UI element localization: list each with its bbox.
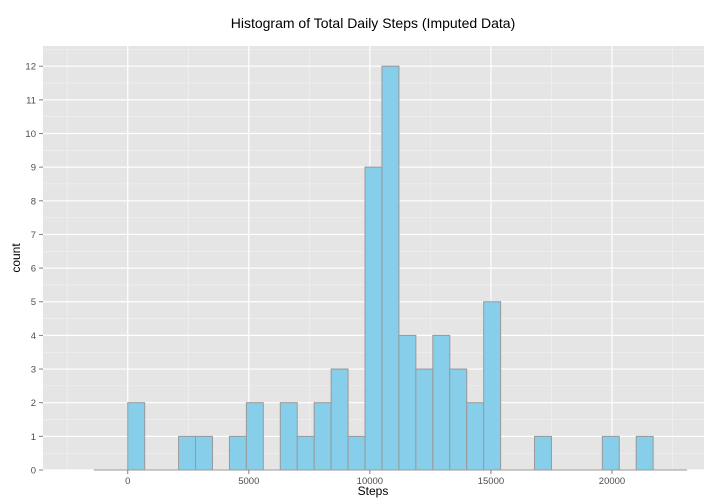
x-tick-label: 10000 <box>357 476 383 487</box>
y-tick-label: 9 <box>31 163 36 174</box>
histogram-bar <box>449 368 468 471</box>
x-tick-label: 0 <box>125 476 130 487</box>
histogram-bar <box>364 166 383 471</box>
y-tick-label: 0 <box>31 466 36 477</box>
y-tick-label: 10 <box>25 129 36 140</box>
y-tick-label: 8 <box>31 196 36 207</box>
histogram-bar <box>178 435 197 471</box>
y-tick-label: 5 <box>31 297 36 308</box>
histogram-bar <box>432 334 451 471</box>
histogram-bar <box>347 435 366 471</box>
y-tick-label: 1 <box>31 432 36 443</box>
histogram-bar <box>381 65 400 471</box>
histogram-bar <box>635 435 654 471</box>
chart-title: Histogram of Total Daily Steps (Imputed … <box>231 15 516 31</box>
histogram-bar <box>195 435 213 471</box>
y-tick-label: 4 <box>31 331 36 342</box>
histogram-bar <box>466 402 485 471</box>
histogram-bar <box>330 368 349 471</box>
histogram-bar <box>279 402 298 471</box>
y-tick-label: 7 <box>31 230 36 241</box>
x-tick-label: 20000 <box>599 476 625 487</box>
histogram-bar <box>534 435 552 471</box>
histogram-bar <box>127 402 146 471</box>
histogram-bar <box>245 402 264 471</box>
x-tick-label: 5000 <box>238 476 259 487</box>
x-tick-label: 15000 <box>478 476 504 487</box>
histogram-bar <box>483 301 502 471</box>
y-tick-label: 2 <box>31 398 36 409</box>
histogram-bar <box>601 435 620 471</box>
y-tick-label: 6 <box>31 264 36 275</box>
x-axis-title: Steps <box>358 484 389 498</box>
histogram-bar <box>313 402 332 471</box>
y-axis-title: count <box>9 243 23 273</box>
histogram-bar <box>296 435 315 471</box>
y-tick-label: 3 <box>31 365 36 376</box>
y-tick-label: 11 <box>26 95 36 106</box>
x-axis-ticks: 0 5000 10000 15000 20000 <box>125 470 625 487</box>
histogram-bar <box>398 334 417 471</box>
histogram-bars <box>127 65 654 471</box>
histogram-bar <box>415 368 434 471</box>
histogram-bar <box>228 435 247 471</box>
y-tick-label: 12 <box>25 62 36 73</box>
